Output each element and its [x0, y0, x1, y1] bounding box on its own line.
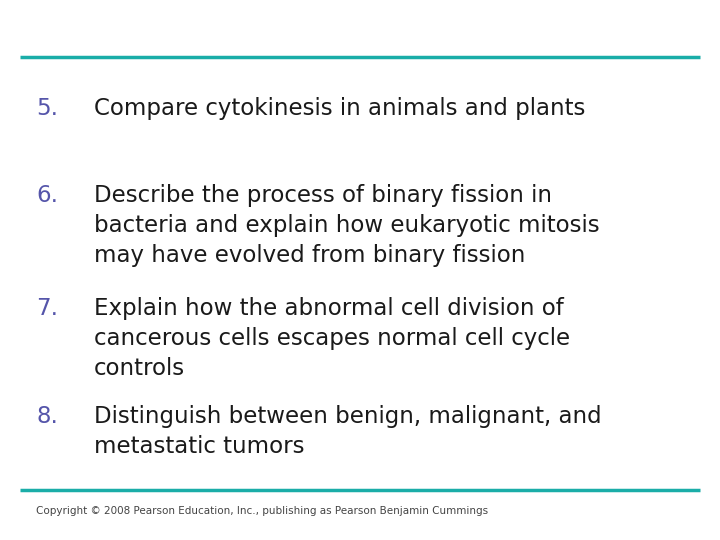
Text: Distinguish between benign, malignant, and
metastatic tumors: Distinguish between benign, malignant, a…	[94, 405, 601, 458]
Text: 6.: 6.	[36, 184, 58, 207]
Text: Copyright © 2008 Pearson Education, Inc., publishing as Pearson Benjamin Cumming: Copyright © 2008 Pearson Education, Inc.…	[36, 505, 488, 516]
Text: Describe the process of binary fission in
bacteria and explain how eukaryotic mi: Describe the process of binary fission i…	[94, 184, 599, 267]
Text: Explain how the abnormal cell division of
cancerous cells escapes normal cell cy: Explain how the abnormal cell division o…	[94, 297, 570, 380]
Text: 8.: 8.	[36, 405, 58, 428]
Text: 7.: 7.	[36, 297, 58, 320]
Text: Compare cytokinesis in animals and plants: Compare cytokinesis in animals and plant…	[94, 97, 585, 120]
Text: 5.: 5.	[36, 97, 58, 120]
